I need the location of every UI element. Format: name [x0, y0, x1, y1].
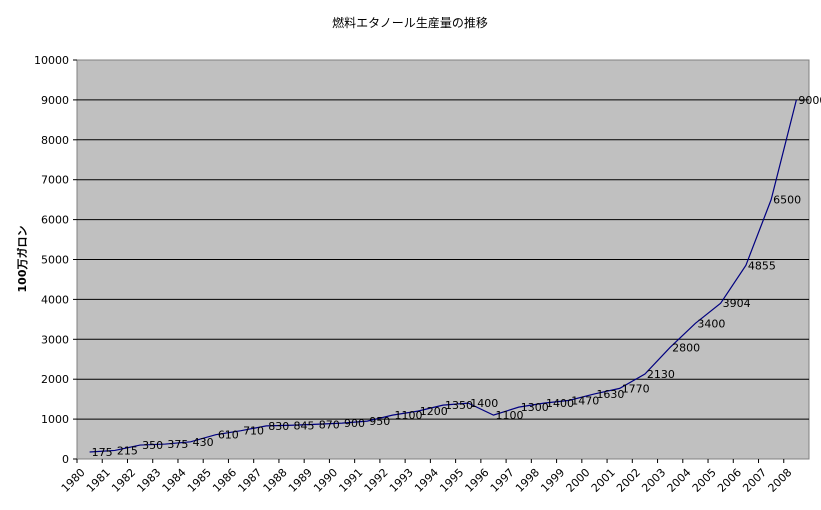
data-label: 1630	[596, 388, 624, 401]
x-tick-label: 2001	[589, 466, 618, 495]
data-label: 845	[294, 419, 315, 432]
y-tick-label: 0	[62, 453, 69, 466]
y-tick-label: 6000	[41, 214, 69, 227]
x-tick-label: 2007	[740, 466, 769, 495]
x-tick-label: 1981	[84, 466, 113, 495]
data-label: 375	[167, 438, 188, 451]
data-label: 3904	[723, 297, 751, 310]
y-tick-label: 8000	[41, 134, 69, 147]
x-tick-label: 1980	[59, 466, 88, 495]
x-tick-label: 1986	[210, 466, 239, 495]
data-label: 870	[319, 418, 340, 431]
data-label: 950	[369, 415, 390, 428]
x-tick-label: 1983	[134, 466, 163, 495]
data-label: 1400	[470, 397, 498, 410]
y-tick-label: 10000	[34, 54, 69, 67]
x-tick-label: 2002	[614, 466, 643, 495]
x-axis-ticks: 1980198119821983198419851986198719881989…	[59, 459, 795, 495]
y-tick-label: 1000	[41, 413, 69, 426]
data-label: 2800	[672, 341, 700, 354]
x-tick-label: 2005	[690, 466, 719, 495]
data-label: 1400	[546, 397, 574, 410]
x-tick-label: 1985	[185, 466, 214, 495]
chart-title: 燃料エタノール生産量の推移	[332, 15, 488, 30]
data-label: 610	[218, 429, 239, 442]
x-tick-label: 1987	[235, 466, 264, 495]
data-label: 1300	[521, 401, 549, 414]
data-label: 215	[117, 444, 138, 457]
x-tick-label: 1988	[261, 466, 290, 495]
data-label: 1100	[395, 409, 423, 422]
x-tick-label: 1992	[362, 466, 391, 495]
x-tick-label: 1989	[286, 466, 315, 495]
data-label: 2130	[647, 368, 675, 381]
data-label: 3400	[697, 317, 725, 330]
x-tick-label: 2000	[564, 466, 593, 495]
y-axis-ticks: 0 1000 2000 3000 4000 5000 6000 7000 8000 9000 100…	[34, 54, 77, 466]
data-label: 4855	[748, 259, 776, 272]
x-tick-label: 2006	[715, 466, 744, 495]
x-tick-label: 1995	[437, 466, 466, 495]
data-label: 1100	[495, 409, 523, 422]
series-line	[89, 99, 797, 453]
data-label: 6500	[773, 194, 801, 207]
data-label: 1470	[571, 394, 599, 407]
data-label: 9000	[798, 94, 821, 107]
x-tick-label: 1990	[311, 466, 340, 495]
data-label: 830	[268, 420, 289, 433]
x-tick-label: 1991	[336, 466, 365, 495]
y-tick-label: 3000	[41, 333, 69, 346]
x-tick-label: 1998	[513, 466, 542, 495]
x-tick-label: 2003	[639, 466, 668, 495]
x-tick-label: 1996	[463, 466, 492, 495]
data-label: 430	[193, 436, 214, 449]
data-label: 175	[92, 446, 113, 459]
x-tick-label: 2004	[665, 466, 694, 495]
x-tick-label: 1997	[488, 466, 517, 495]
data-label: 1200	[420, 405, 448, 418]
y-tick-label: 4000	[41, 293, 69, 306]
x-tick-label: 1993	[387, 466, 416, 495]
y-tick-label: 2000	[41, 373, 69, 386]
data-label: 350	[142, 439, 163, 452]
data-label: 1770	[622, 382, 650, 395]
x-tick-label: 1984	[160, 466, 189, 495]
y-tick-label: 5000	[41, 254, 69, 267]
y-tick-label: 9000	[41, 94, 69, 107]
x-tick-label: 2008	[766, 466, 795, 495]
x-tick-label: 1994	[412, 466, 441, 495]
y-axis-label: 100万ガロン	[15, 226, 29, 293]
data-label: 1350	[445, 399, 473, 412]
gridlines	[77, 99, 809, 420]
x-tick-label: 1999	[538, 466, 567, 495]
data-label: 710	[243, 425, 264, 438]
y-tick-label: 7000	[41, 174, 69, 187]
data-labels: 175 215 350 375 430 610 710 830 845 870 900 950 1100…	[92, 94, 821, 459]
data-label: 900	[344, 417, 365, 430]
x-tick-label: 1982	[109, 466, 138, 495]
